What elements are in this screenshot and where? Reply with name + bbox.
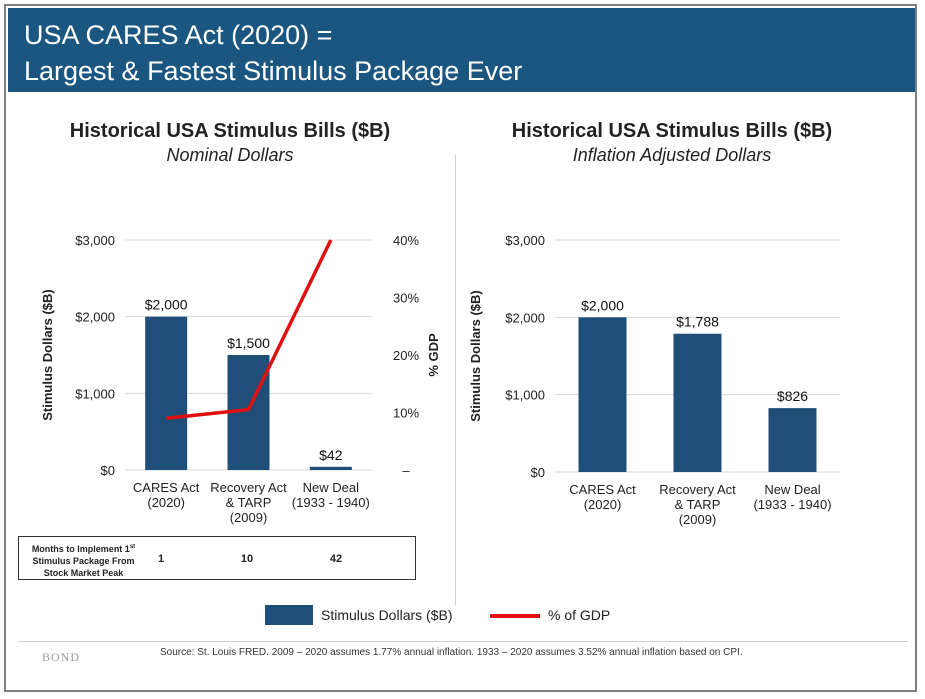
left-category-label: Recovery Act: [210, 480, 287, 495]
right-value-label: $1,788: [676, 314, 719, 330]
legend-bar-swatch: [265, 605, 313, 625]
left-category-label: (2020): [147, 495, 185, 510]
left-chart-subtitle: Nominal Dollars: [166, 145, 294, 165]
legend-bar-label: Stimulus Dollars ($B): [321, 607, 453, 623]
right-ylabel: Stimulus Dollars ($B): [468, 290, 483, 421]
chart-divider: [455, 155, 456, 605]
months-label-line2: Stimulus Package From: [32, 556, 135, 566]
right-category-label: (2009): [679, 512, 717, 527]
right-category-label: Recovery Act: [659, 482, 736, 497]
months-table-label: Months to Implement 1st Stimulus Package…: [21, 541, 146, 579]
footer-divider: [18, 641, 908, 642]
left-ytick-label: $2,000: [75, 310, 115, 325]
right-value-label: $2,000: [581, 297, 624, 313]
right-category-label: New Deal: [764, 482, 820, 497]
left-gdp-line: [165, 239, 333, 420]
left-category-label: (2009): [230, 510, 268, 525]
right-ytick-label: $3,000: [505, 233, 545, 248]
left-bar: [309, 466, 352, 470]
left-y2tick-label: 20%: [393, 348, 419, 363]
right-category-label: CARES Act: [569, 482, 636, 497]
left-bar: [145, 316, 188, 470]
left-ylabel: Stimulus Dollars ($B): [40, 289, 55, 420]
months-label-line1: Months to Implement 1: [31, 544, 130, 554]
right-ytick-label: $0: [531, 465, 545, 480]
left-ytick-label: $3,000: [75, 233, 115, 248]
brand-logo: BOND: [42, 650, 81, 664]
left-chart-title: Historical USA Stimulus Bills ($B): [69, 120, 391, 142]
left-ytick-label: $1,000: [75, 386, 115, 401]
left-category-label: (1933 - 1940): [292, 495, 370, 510]
months-label-sup: st: [129, 544, 136, 550]
right-category-label: (1933 - 1940): [753, 497, 831, 512]
left-category-label: CARES Act: [133, 480, 200, 495]
left-value-label: $2,000: [145, 297, 188, 313]
title-banner: USA CARES Act (2020) = Largest & Fastest…: [8, 8, 915, 92]
right-category-label: & TARP: [675, 497, 721, 512]
right-bar: [673, 333, 722, 472]
right-chart-subtitle: Inflation Adjusted Dollars: [572, 145, 772, 165]
slide-title-line2: Largest & Fastest Stimulus Package Ever: [24, 56, 523, 86]
left-y2tick-label: –: [402, 463, 410, 478]
left-value-label: $1,500: [227, 335, 270, 351]
left-ytick-label: $0: [101, 463, 115, 478]
legend-line-swatch: [490, 614, 540, 618]
left-y2label: % GDP: [426, 333, 441, 377]
right-bar: [768, 408, 817, 472]
left-y2tick-label: 10%: [393, 406, 419, 421]
months-to-implement-table: Months to Implement 1st Stimulus Package…: [18, 536, 416, 580]
left-category-label: New Deal: [303, 480, 359, 495]
left-y2tick-label: 40%: [393, 233, 419, 248]
right-bar: [578, 317, 627, 472]
left-category-label: & TARP: [226, 495, 272, 510]
months-value-cares: 1: [157, 553, 165, 565]
right-ytick-label: $2,000: [505, 310, 545, 325]
right-value-label: $826: [777, 388, 808, 404]
months-value-newdeal: 42: [329, 553, 343, 565]
legend-line-label: % of GDP: [548, 607, 611, 623]
source-note: Source: St. Louis FRED. 2009 – 2020 assu…: [160, 647, 743, 658]
left-value-label: $42: [319, 447, 343, 463]
months-value-recovery: 10: [240, 553, 254, 565]
left-y2tick-label: 30%: [393, 291, 419, 306]
right-ytick-label: $1,000: [505, 388, 545, 403]
right-category-label: (2020): [584, 497, 622, 512]
slide-title-line1: USA CARES Act (2020) =: [24, 20, 333, 50]
right-chart-title: Historical USA Stimulus Bills ($B): [511, 120, 833, 142]
months-label-line3: Stock Market Peak: [43, 568, 124, 578]
